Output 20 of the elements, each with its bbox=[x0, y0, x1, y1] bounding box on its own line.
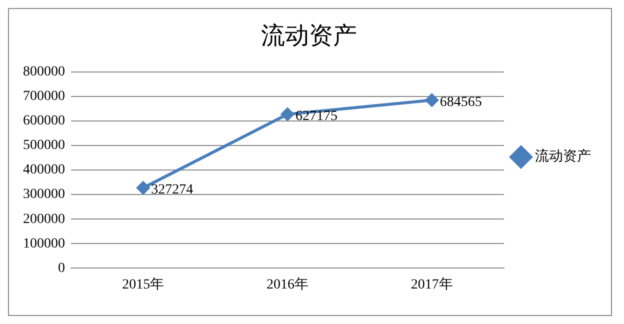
y-tick-label: 100000 bbox=[23, 236, 65, 252]
point bbox=[425, 94, 438, 107]
x-tick-label: 2017年 bbox=[410, 276, 453, 292]
point bbox=[281, 108, 294, 121]
data-label: 627175 bbox=[296, 108, 338, 124]
x-tick-label: 2015年 bbox=[122, 276, 164, 292]
y-tick-label: 200000 bbox=[23, 212, 65, 227]
chart-title: 流动资产 bbox=[261, 22, 357, 50]
y-tick-label: 300000 bbox=[23, 187, 65, 202]
data-label: 684565 bbox=[440, 94, 482, 110]
y-tick-label: 400000 bbox=[23, 162, 65, 178]
y-tick-label: 0 bbox=[58, 260, 65, 276]
data-label: 327274 bbox=[151, 182, 194, 198]
y-tick-label: 700000 bbox=[23, 89, 65, 104]
point bbox=[136, 181, 150, 194]
y-tick-label: 800000 bbox=[23, 64, 65, 80]
y-tick-label: 500000 bbox=[23, 138, 65, 154]
legend-label: 流动资产 bbox=[535, 148, 591, 165]
y-tick-label: 600000 bbox=[23, 114, 65, 129]
x-tick-label: 2016年 bbox=[266, 276, 308, 292]
